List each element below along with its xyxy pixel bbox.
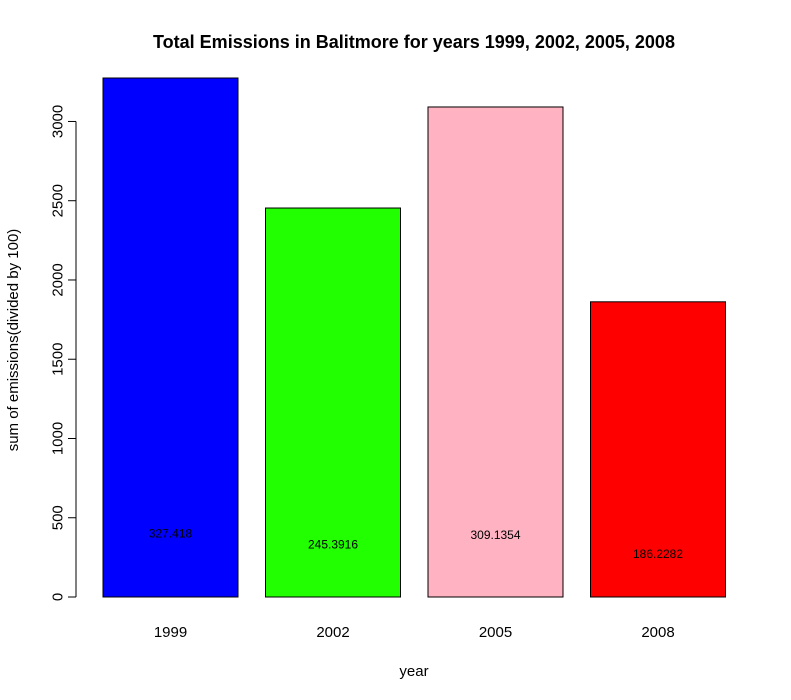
x-tick-label: 2005 [479,624,512,641]
bar-data-label: 309.1354 [470,528,520,542]
bar-data-label: 327.418 [149,527,193,541]
bar-2002 [265,207,401,598]
bar-2008 [590,301,726,598]
y-tick-label: 500 [50,505,67,530]
bar-data-label: 186.2282 [633,547,683,561]
bars-group [102,77,726,598]
bar-data-labels: 327.418 245.3916 309.1354 186.2282 [149,527,684,562]
bar-1999 [102,77,239,598]
y-tick-label: 1500 [50,343,67,376]
x-tick-label: 2002 [316,624,349,641]
y-tick-label: 3000 [50,105,67,138]
bar-data-label: 245.3916 [308,538,358,552]
x-tick-labels: 1999 2002 2005 2008 [154,624,675,641]
y-tick-label: 1000 [50,422,67,455]
y-tick-label: 0 [50,593,67,601]
y-tick-label: 2000 [50,263,67,296]
x-tick-label: 2008 [641,624,674,641]
y-tick-label: 2500 [50,184,67,217]
chart-title: Total Emissions in Balitmore for years 1… [153,32,675,52]
x-axis-label: year [399,663,428,680]
x-tick-label: 1999 [154,624,187,641]
bar-2005 [427,106,564,598]
y-axis-label: sum of emissions(divided by 100) [5,229,22,452]
y-axis: 0 500 1000 1500 2000 2500 3000 [50,105,77,601]
